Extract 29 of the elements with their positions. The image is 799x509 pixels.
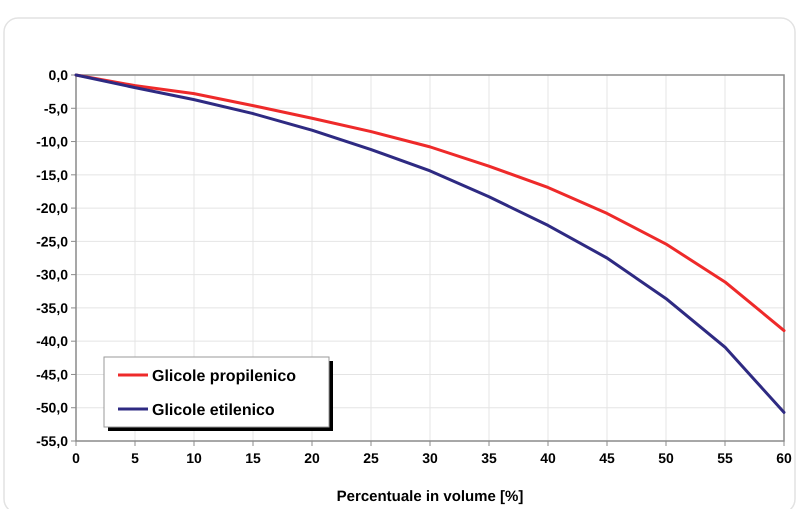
legend-label: Glicole etilenico xyxy=(152,402,275,419)
x-axis-title: Percentuale in volume [%] xyxy=(336,488,524,505)
y-tick-label: -30,0 xyxy=(36,266,68,283)
x-tick-label: 30 xyxy=(422,450,438,466)
legend-label: Glicole propilenico xyxy=(152,368,296,385)
y-tick-label: -45,0 xyxy=(36,366,68,382)
y-tick-label: -25,0 xyxy=(36,233,68,250)
x-tick-label: 20 xyxy=(304,450,320,466)
x-tick-label: 35 xyxy=(481,450,497,466)
x-tick-label: 15 xyxy=(245,450,261,466)
x-tick-label: 40 xyxy=(540,450,556,466)
x-tick-label: 45 xyxy=(599,450,615,466)
y-tick-label: -5,0 xyxy=(44,100,68,116)
y-tick-label: 0,0 xyxy=(48,67,68,83)
x-tick-label: 0 xyxy=(72,450,80,466)
x-tick-label: 5 xyxy=(131,450,140,466)
x-tick-label: 50 xyxy=(658,450,674,466)
line-series xyxy=(74,74,786,414)
y-tick-label: -50,0 xyxy=(36,400,68,416)
y-tick-label: -10,0 xyxy=(36,134,68,150)
x-tick-label: 60 xyxy=(776,450,792,466)
y-tick-label: -40,0 xyxy=(36,333,68,350)
x-tick-label: 55 xyxy=(717,450,733,466)
y-tick-label: -15,0 xyxy=(36,166,68,183)
x-tick-label: 25 xyxy=(363,450,379,466)
x-tick-label: 10 xyxy=(186,450,202,466)
y-tick-label: -35,0 xyxy=(36,300,68,316)
y-tick-label: -55,0 xyxy=(36,433,68,449)
y-tick-label: -20,0 xyxy=(36,200,68,216)
